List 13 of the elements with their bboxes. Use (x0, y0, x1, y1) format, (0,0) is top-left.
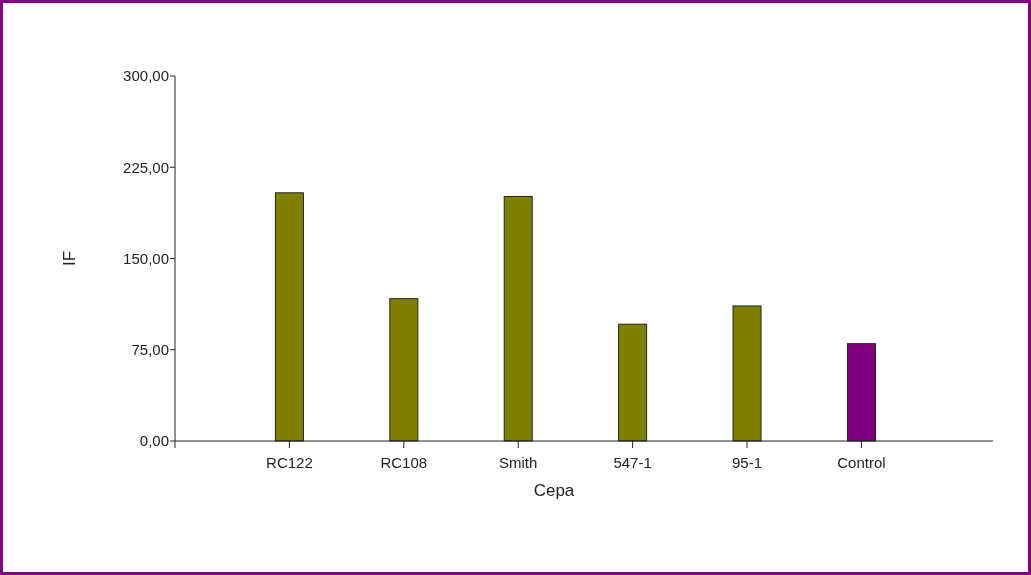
y-tick-label: 150,00 (123, 249, 169, 267)
y-tick-label: 0,00 (139, 432, 169, 450)
y-tick-label: 225,00 (123, 158, 169, 176)
x-tick-label: 547-1 (613, 454, 652, 471)
y-axis-title: IF (60, 250, 79, 267)
y-tick-label: 300,00 (123, 67, 169, 85)
x-tick-label: Smith (499, 454, 538, 471)
x-tick-label: 95-1 (732, 454, 763, 471)
y-tick-label: 75,00 (131, 341, 169, 358)
x-tick-label: RC108 (380, 454, 428, 471)
x-tick-label: Control (837, 454, 886, 471)
x-axis-title: Cepa (533, 481, 575, 500)
x-tick-label: RC122 (266, 454, 313, 471)
